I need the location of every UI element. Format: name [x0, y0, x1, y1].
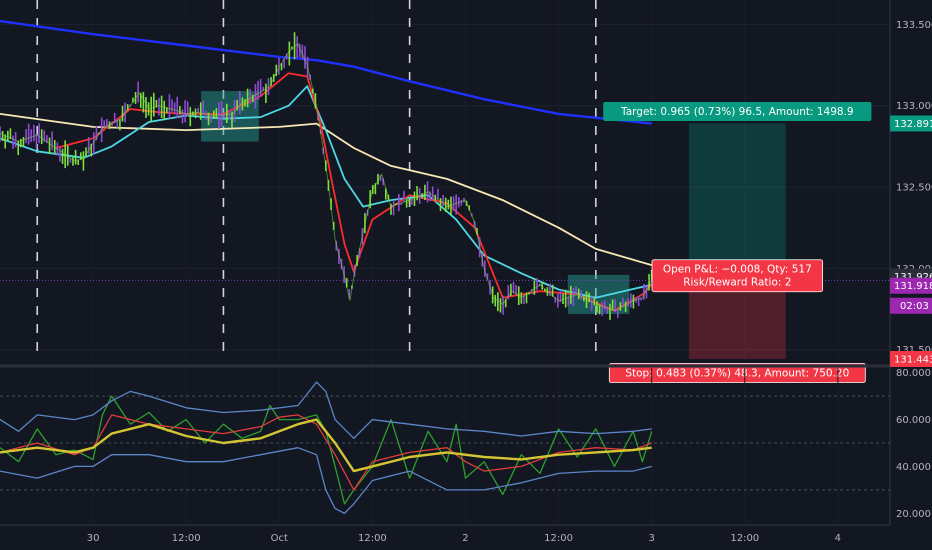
price-series — [0, 32, 653, 320]
oscillator-tick-labels: 80.000 60.000 40.000 20.000 — [896, 368, 931, 520]
price-tick-label: 133.000 — [896, 101, 932, 112]
price-badge-label: 131.926 — [894, 272, 932, 283]
time-tick-label: 12:00 — [544, 533, 573, 544]
time-tick-label: 2 — [462, 533, 468, 544]
oscillator-line — [0, 447, 652, 514]
oscillator-tick-label: 40.000 — [896, 462, 931, 473]
moving-average-line — [0, 113, 652, 266]
session-break-lines — [36, 0, 597, 354]
moving-average-line — [0, 85, 652, 299]
price-tick-label: 133.500 — [896, 20, 932, 31]
oscillator-levels — [0, 368, 890, 525]
oscillator-pane[interactable] — [0, 368, 890, 525]
stop-label: Stop: 0.483 (0.37%) 48.3, Amount: 750.20 — [625, 368, 849, 380]
time-tick-label: Oct — [271, 533, 288, 544]
oscillator-tick-label: 20.000 — [896, 509, 931, 520]
oscillator-line — [0, 395, 653, 505]
time-tick-label: 30 — [87, 533, 100, 544]
loss-zone — [688, 281, 786, 360]
time-tick-label: 12:00 — [730, 533, 759, 544]
pnl-label: Risk/Reward Ratio: 2 — [683, 277, 791, 289]
countdown-label: 02:03 — [900, 301, 929, 312]
price-pane[interactable]: Target: 0.965 (0.73%) 96.5, Amount: 1498… — [0, 0, 890, 383]
price-badge — [890, 277, 932, 294]
time-axis-background — [0, 525, 932, 550]
pnl-label: Open P&L: −0.008, Qty: 517 — [663, 264, 812, 276]
oscillator-tick-label: 80.000 — [896, 368, 931, 379]
target-label-background — [603, 101, 872, 121]
price-axis-background — [890, 0, 932, 525]
oscillator-line — [0, 381, 652, 439]
time-tick-label: 3 — [648, 533, 654, 544]
time-axis[interactable]: 30 12:00 Oct 12:00 2 12:00 3 12:00 4 — [0, 524, 932, 550]
moving-average-line — [0, 19, 652, 125]
pnl-label-background — [651, 259, 824, 293]
oscillator-line — [0, 418, 652, 473]
oscillator-line — [0, 414, 652, 491]
time-tick-label: 12:00 — [172, 533, 201, 544]
position-labels: Target: 0.965 (0.73%) 96.5, Amount: 1498… — [603, 101, 872, 383]
oscillator-tick-label: 60.000 — [896, 415, 931, 426]
countdown-badge — [890, 297, 932, 314]
oscillator-lines — [0, 381, 653, 514]
time-tick-labels: 30 12:00 Oct 12:00 2 12:00 3 12:00 4 — [87, 533, 841, 544]
time-tick-label: 4 — [835, 533, 841, 544]
price-badge — [890, 115, 932, 132]
price-badge-label: 131.443 — [894, 355, 932, 366]
price-badge-label: 131.918 — [894, 281, 932, 292]
price-tick-label: 132.500 — [896, 183, 932, 194]
price-badge-label: 132.891 — [894, 119, 932, 130]
target-label: Target: 0.965 (0.73%) 96.5, Amount: 1498… — [620, 106, 854, 118]
stop-label-background — [608, 363, 866, 383]
profit-zone — [688, 123, 786, 282]
price-line — [0, 43, 653, 312]
long-position-tool[interactable] — [688, 123, 786, 360]
price-tick-label: 131.500 — [896, 345, 932, 356]
time-tick-label: 12:00 — [358, 533, 387, 544]
price-badge — [890, 351, 932, 368]
